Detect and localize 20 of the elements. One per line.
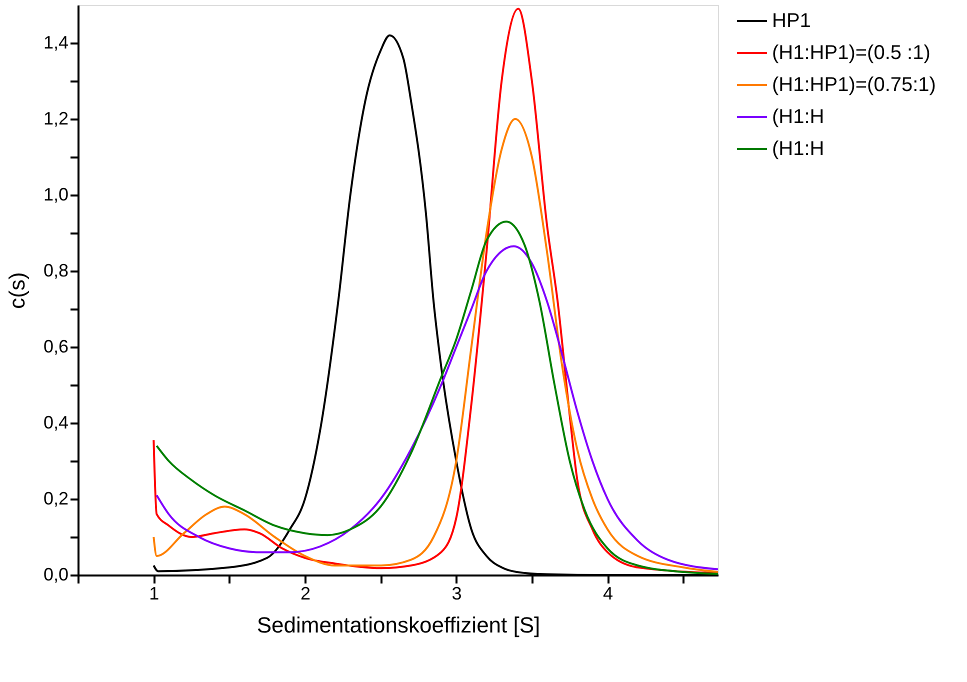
y-tick-label: 1,4 <box>43 32 68 52</box>
legend-label: HP1 <box>772 10 811 32</box>
y-tick-label: 0,8 <box>43 260 68 280</box>
x-tick-label: 2 <box>300 584 310 604</box>
y-axis-title: c(s) <box>4 272 30 309</box>
legend-label: (H1:HP1)=(0.75:1) <box>772 74 936 96</box>
y-tick-label: 1,2 <box>43 108 68 128</box>
line-series <box>152 118 718 573</box>
x-axis-title: Sedimentationskoeffizient [S] <box>256 612 540 638</box>
legend-label: (H1:H <box>772 106 824 128</box>
x-tick-label: 4 <box>603 584 614 604</box>
y-tick-label: 0,0 <box>43 564 68 584</box>
y-tick-label: 1,0 <box>43 184 68 204</box>
y-tick-label: 0,6 <box>43 336 68 356</box>
legend-label: (H1:HP1)=(0.5 :1) <box>772 42 930 64</box>
y-tick-label: 0,4 <box>43 412 68 432</box>
x-tick-label: 3 <box>452 584 462 604</box>
x-tick-label: 1 <box>149 584 160 604</box>
y-tick-label: 0,2 <box>43 488 68 508</box>
legend-label: (H1:H <box>772 138 824 160</box>
